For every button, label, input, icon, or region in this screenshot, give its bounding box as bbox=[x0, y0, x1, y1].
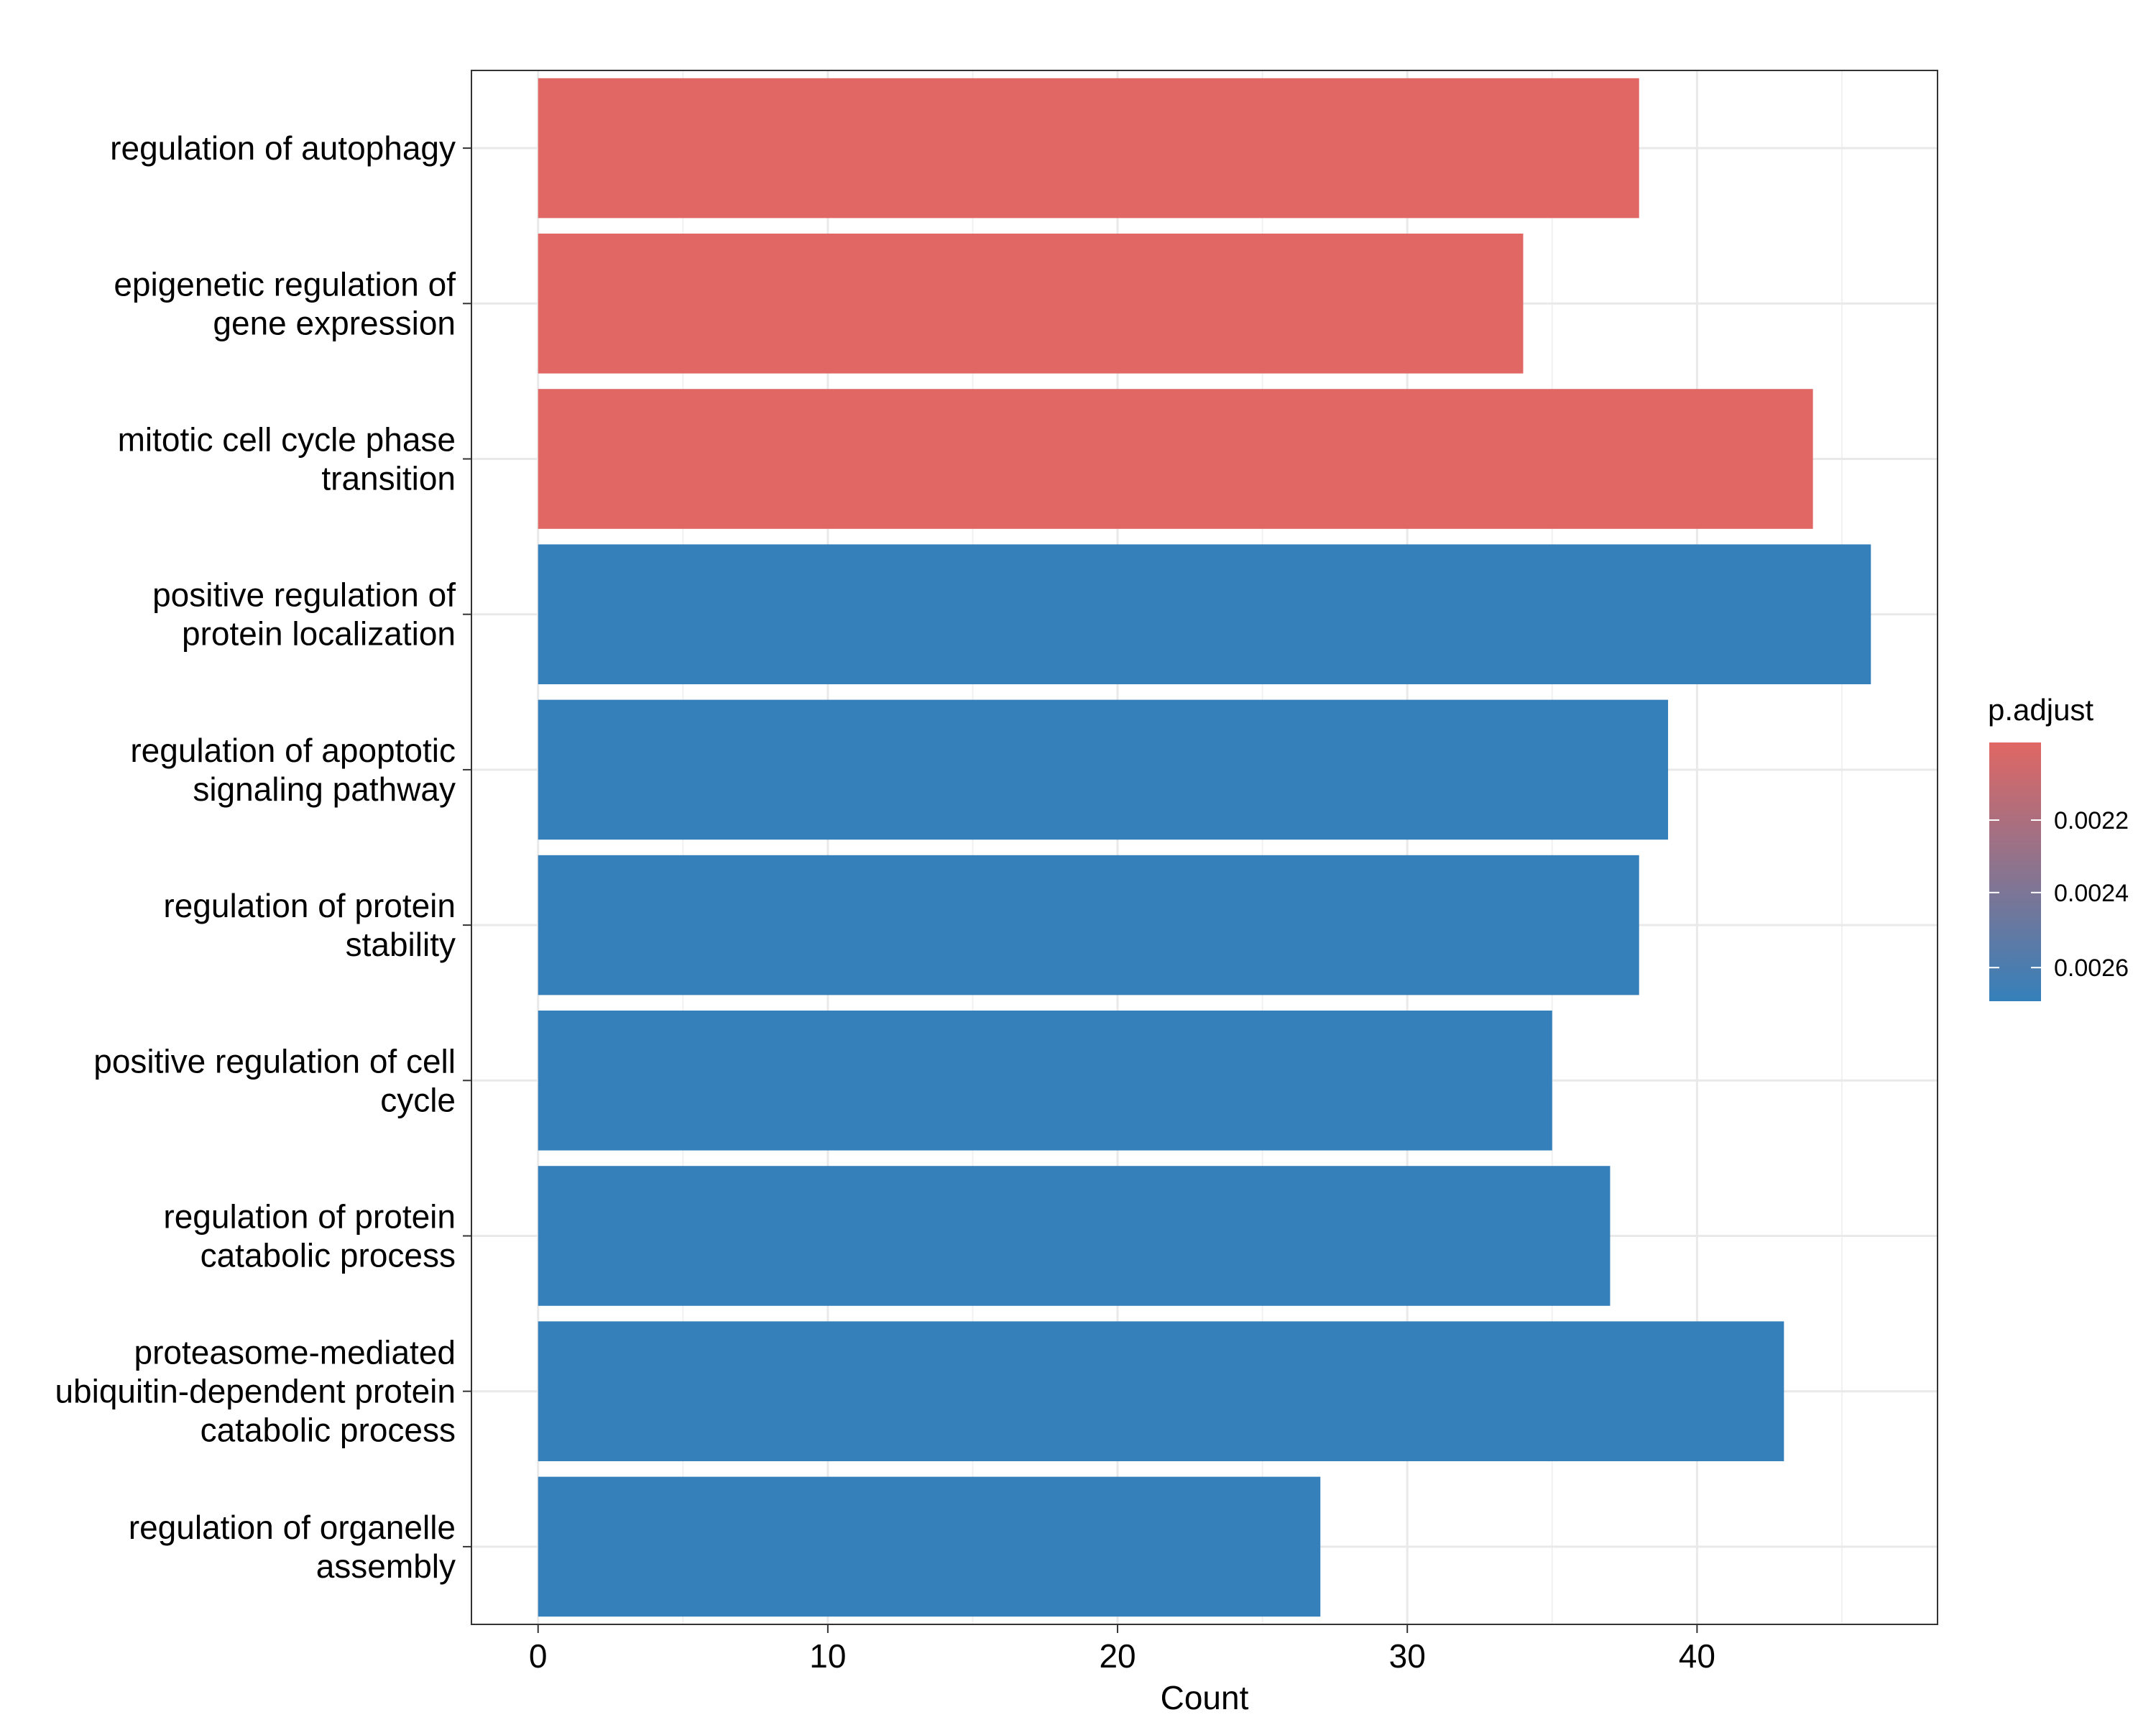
y-tick-label: regulation of organelle assembly bbox=[129, 1509, 456, 1585]
y-tick-label: regulation of protein stability bbox=[163, 887, 456, 963]
legend-tick-label: 0.0026 bbox=[2054, 954, 2129, 982]
y-tick-label: epigenetic regulation of gene expression bbox=[114, 265, 456, 341]
x-tick-label: 30 bbox=[1389, 1637, 1426, 1675]
x-axis-title: Count bbox=[1161, 1679, 1249, 1716]
bar bbox=[538, 1011, 1552, 1151]
bar bbox=[538, 389, 1813, 529]
legend-colorbar bbox=[1989, 742, 2041, 1001]
y-tick-label-line: regulation of organelle bbox=[129, 1509, 456, 1546]
bars bbox=[538, 78, 1871, 1617]
y-tick-label-line: regulation of protein bbox=[163, 887, 456, 924]
x-tick-label: 0 bbox=[529, 1637, 548, 1675]
bar bbox=[538, 78, 1639, 218]
y-tick-label-line: positive regulation of bbox=[152, 576, 456, 614]
bar bbox=[538, 1166, 1611, 1306]
y-tick-label-line: epigenetic regulation of bbox=[114, 265, 456, 303]
y-tick-label: positive regulation of cell cycle bbox=[93, 1042, 456, 1118]
plot-border bbox=[471, 70, 1938, 1625]
legend-title: p.adjust bbox=[1988, 693, 2093, 727]
x-tick-label: 40 bbox=[1679, 1637, 1715, 1675]
y-tick-label-line: positive regulation of cell bbox=[93, 1042, 456, 1080]
y-tick-label-line: transition bbox=[321, 460, 456, 497]
bar bbox=[538, 1476, 1321, 1617]
bar bbox=[538, 544, 1871, 684]
y-tick-label-line: stability bbox=[346, 926, 456, 963]
y-tick-label-line: protein localization bbox=[182, 615, 456, 653]
y-tick-label: regulation of apoptotic signaling pathway bbox=[130, 732, 456, 808]
y-tick-label-line: cycle bbox=[380, 1081, 456, 1118]
y-tick-label: regulation of autophagy bbox=[110, 129, 456, 167]
y-tick-label-line: catabolic process bbox=[201, 1237, 456, 1274]
y-tick-label-line: mitotic cell cycle phase bbox=[118, 421, 456, 459]
y-tick-label-line: gene expression bbox=[213, 304, 456, 341]
y-tick-label-line: regulation of protein bbox=[163, 1198, 456, 1236]
y-tick-label-line: proteasome-mediated bbox=[134, 1334, 456, 1371]
y-tick-label-line: ubiquitin-dependent protein bbox=[55, 1373, 456, 1410]
y-tick-label: regulation of protein catabolic process bbox=[163, 1198, 456, 1274]
legend-ticks: 0.0022 0.0024 0.0026 bbox=[1989, 807, 2129, 982]
y-tick-label: positive regulation of protein localizati… bbox=[152, 576, 456, 653]
bar bbox=[538, 699, 1669, 840]
legend: p.adjust 0.0022 0.0024 0.0026 bbox=[1988, 693, 2129, 1001]
y-tick-label: mitotic cell cycle phase transition bbox=[118, 421, 456, 497]
y-tick-label-line: signaling pathway bbox=[193, 770, 456, 808]
y-tick-label-line: regulation of autophagy bbox=[110, 129, 456, 167]
legend-tick-label: 0.0024 bbox=[2054, 880, 2129, 907]
bar bbox=[538, 234, 1524, 374]
y-tick-label-line: catabolic process bbox=[201, 1412, 456, 1449]
x-tick-label: 20 bbox=[1099, 1637, 1135, 1675]
bar bbox=[538, 855, 1639, 995]
y-tick-label-line: regulation of apoptotic bbox=[130, 732, 456, 769]
x-tick-label: 10 bbox=[809, 1637, 846, 1675]
y-axis: regulation of autophagy epigenetic regula… bbox=[55, 129, 471, 1585]
y-tick-label: proteasome-mediated ubiquitin-dependent p… bbox=[55, 1334, 456, 1449]
bar bbox=[538, 1321, 1784, 1461]
legend-tick-label: 0.0022 bbox=[2054, 807, 2129, 834]
x-axis: 0 10 20 30 40 bbox=[529, 1624, 1715, 1675]
y-tick-label-line: assembly bbox=[316, 1547, 456, 1585]
